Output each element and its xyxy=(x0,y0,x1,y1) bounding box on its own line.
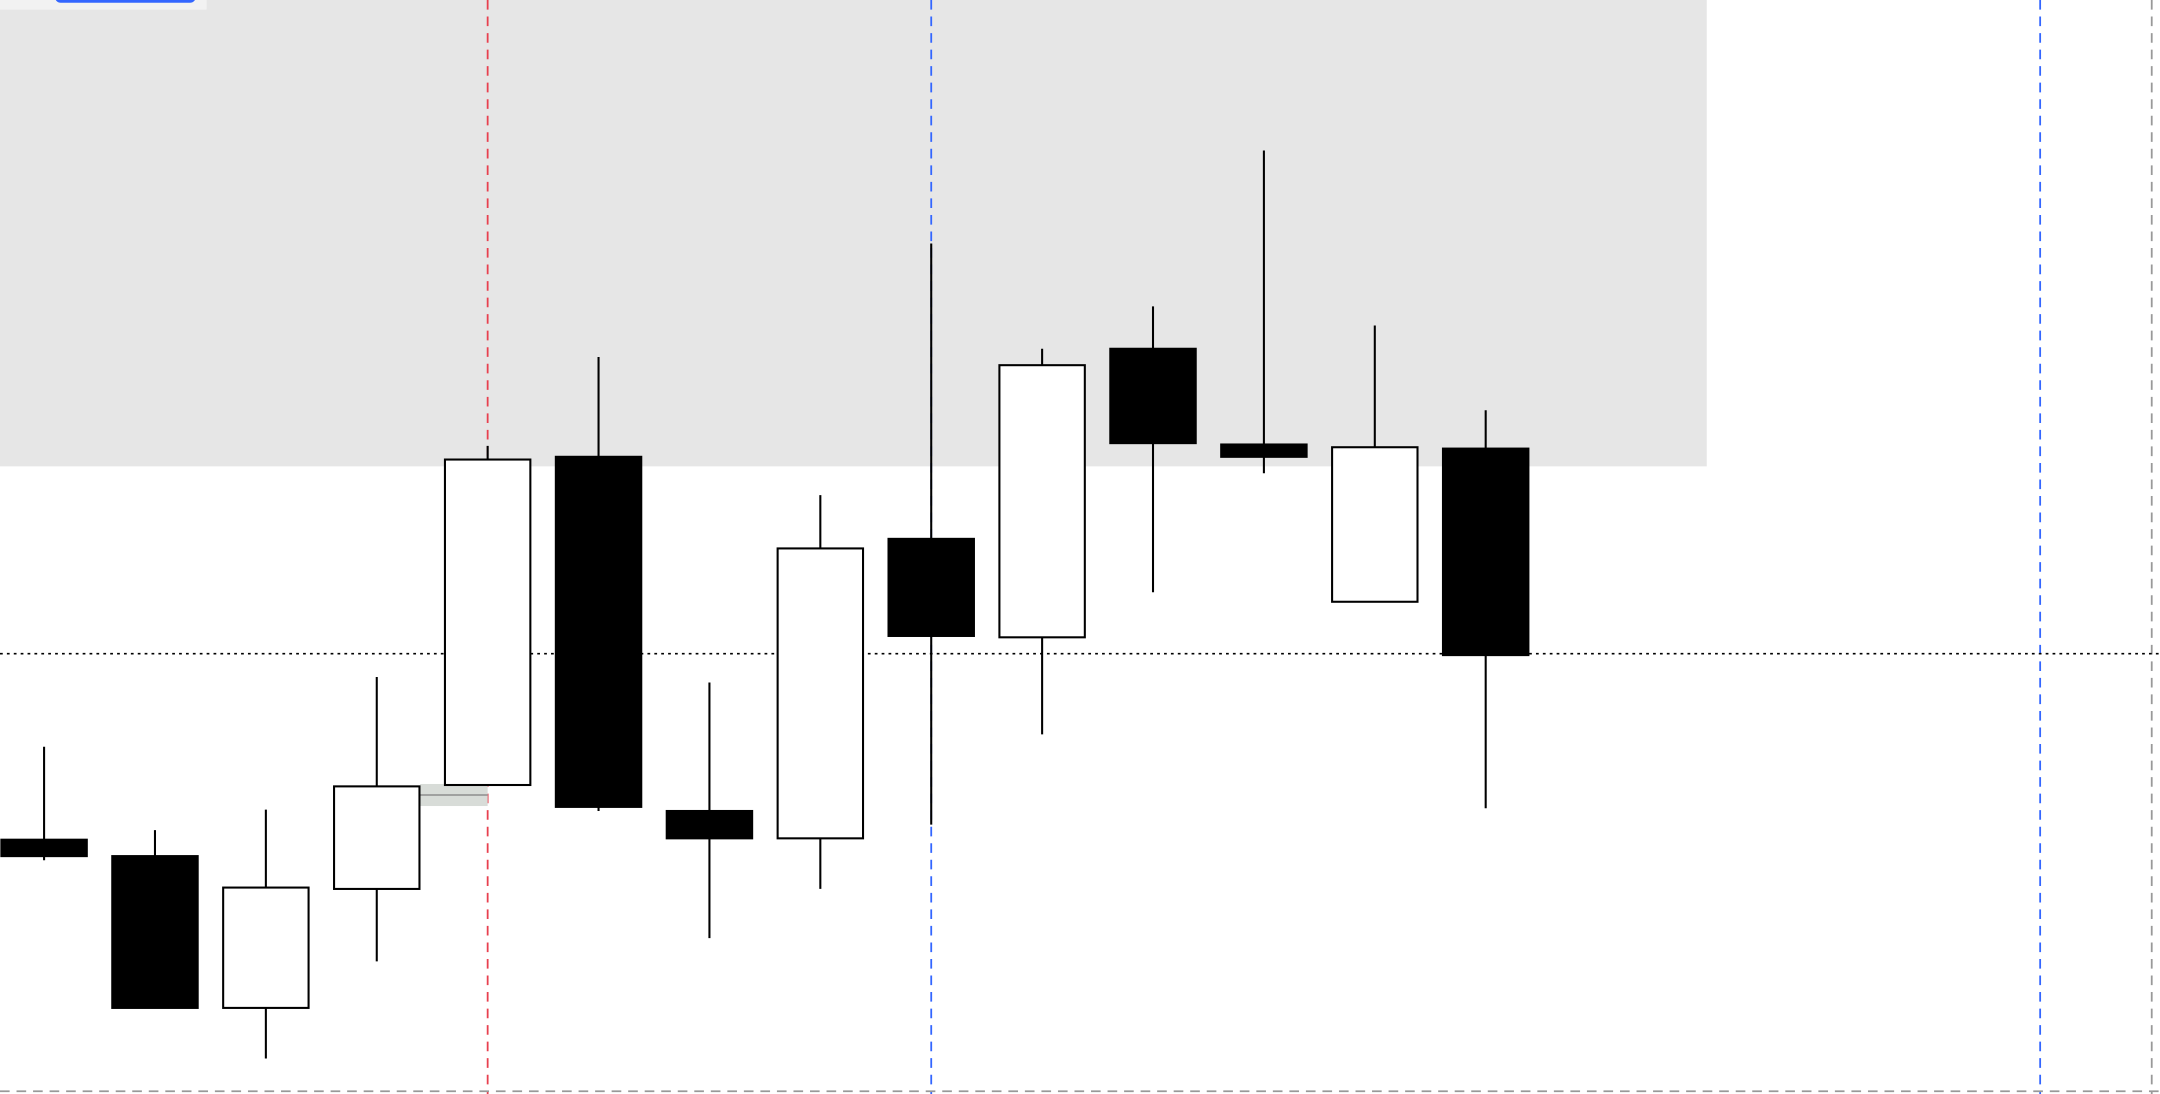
toolbar-panel xyxy=(0,0,207,10)
candle[interactable] xyxy=(333,676,421,962)
candle-body-bearish xyxy=(111,855,199,1009)
candle-body-bullish xyxy=(776,547,865,840)
candles xyxy=(0,150,1530,1059)
candle-body-bullish xyxy=(998,364,1086,639)
candle[interactable] xyxy=(1220,150,1308,474)
candle-body-bullish xyxy=(333,785,421,890)
candle[interactable] xyxy=(1109,306,1197,593)
small-range-box xyxy=(420,783,488,807)
candle-body-bearish xyxy=(887,537,975,637)
candle-body-bullish xyxy=(443,458,532,787)
candle[interactable] xyxy=(0,746,88,861)
candle-body-bearish xyxy=(665,809,754,840)
candle[interactable] xyxy=(554,356,643,811)
candle[interactable] xyxy=(665,682,754,939)
candle-body-bearish xyxy=(1220,443,1308,458)
candle[interactable] xyxy=(1441,410,1530,809)
toolbar-button[interactable] xyxy=(55,0,196,3)
candle-body-bearish xyxy=(1441,447,1530,657)
candle[interactable] xyxy=(443,445,532,787)
candle-body-bearish xyxy=(554,455,643,808)
candle[interactable] xyxy=(222,809,310,1059)
candle-body-bullish xyxy=(222,886,310,1009)
candle-body-bearish xyxy=(1109,347,1197,445)
candle[interactable] xyxy=(776,495,865,889)
candle[interactable] xyxy=(1331,325,1419,603)
shaded-zone xyxy=(0,0,1707,467)
candle-body-bullish xyxy=(1331,446,1419,603)
candle[interactable] xyxy=(111,830,199,1009)
candle[interactable] xyxy=(887,243,975,825)
candle[interactable] xyxy=(998,348,1086,735)
candle-body-bearish xyxy=(0,838,88,858)
